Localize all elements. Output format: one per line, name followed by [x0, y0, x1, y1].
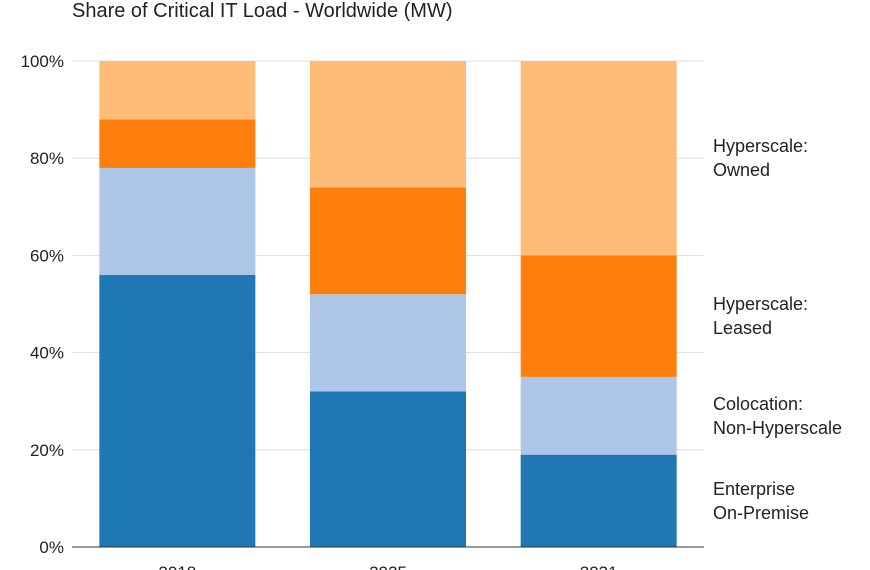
legend-label-line: Colocation:	[713, 394, 803, 414]
legend: Enterprise On-Premise Colocation: Non-Hyper…	[713, 136, 842, 523]
x-axis-ticks: 2018 2025 2031	[158, 563, 617, 570]
bar-segment	[99, 61, 256, 120]
legend-label-line: Leased	[713, 318, 772, 338]
y-tick-label: 0%	[39, 538, 64, 557]
legend-label-line: Non-Hyperscale	[713, 418, 842, 438]
y-axis-ticks: 0% 20% 40% 60% 80% 100%	[21, 52, 64, 557]
y-tick-label: 40%	[30, 344, 64, 363]
bar-segment	[310, 391, 466, 547]
bar-segment	[99, 274, 256, 547]
legend-label: Hyperscale: Leased	[713, 294, 808, 338]
legend-label-line: Hyperscale:	[713, 136, 808, 156]
bar-segment	[310, 187, 466, 295]
x-tick-label: 2031	[580, 563, 618, 570]
legend-label: Hyperscale: Owned	[713, 136, 808, 180]
bars	[99, 61, 677, 547]
x-tick-label: 2018	[158, 563, 196, 570]
bar-segment	[99, 167, 256, 275]
legend-label-line: Hyperscale:	[713, 294, 808, 314]
bar-segment	[99, 119, 256, 168]
legend-label-line: Owned	[713, 160, 770, 180]
y-tick-label: 80%	[30, 149, 64, 168]
legend-label-line: On-Premise	[713, 503, 809, 523]
legend-label: Colocation: Non-Hyperscale	[713, 394, 842, 438]
bar-segment	[520, 61, 677, 256]
bar-segment	[520, 376, 677, 455]
bar-segment	[520, 255, 677, 377]
y-tick-label: 20%	[30, 441, 64, 460]
legend-label-line: Enterprise	[713, 479, 795, 499]
y-tick-label: 100%	[21, 52, 64, 71]
legend-label: Enterprise On-Premise	[713, 479, 809, 523]
chart-title: Share of Critical IT Load - Worldwide (M…	[72, 0, 452, 22]
x-tick-label: 2025	[369, 563, 407, 570]
y-tick-label: 60%	[30, 246, 64, 265]
bar-segment	[310, 61, 466, 188]
bar-segment	[310, 294, 466, 392]
bar-segment	[520, 454, 677, 547]
